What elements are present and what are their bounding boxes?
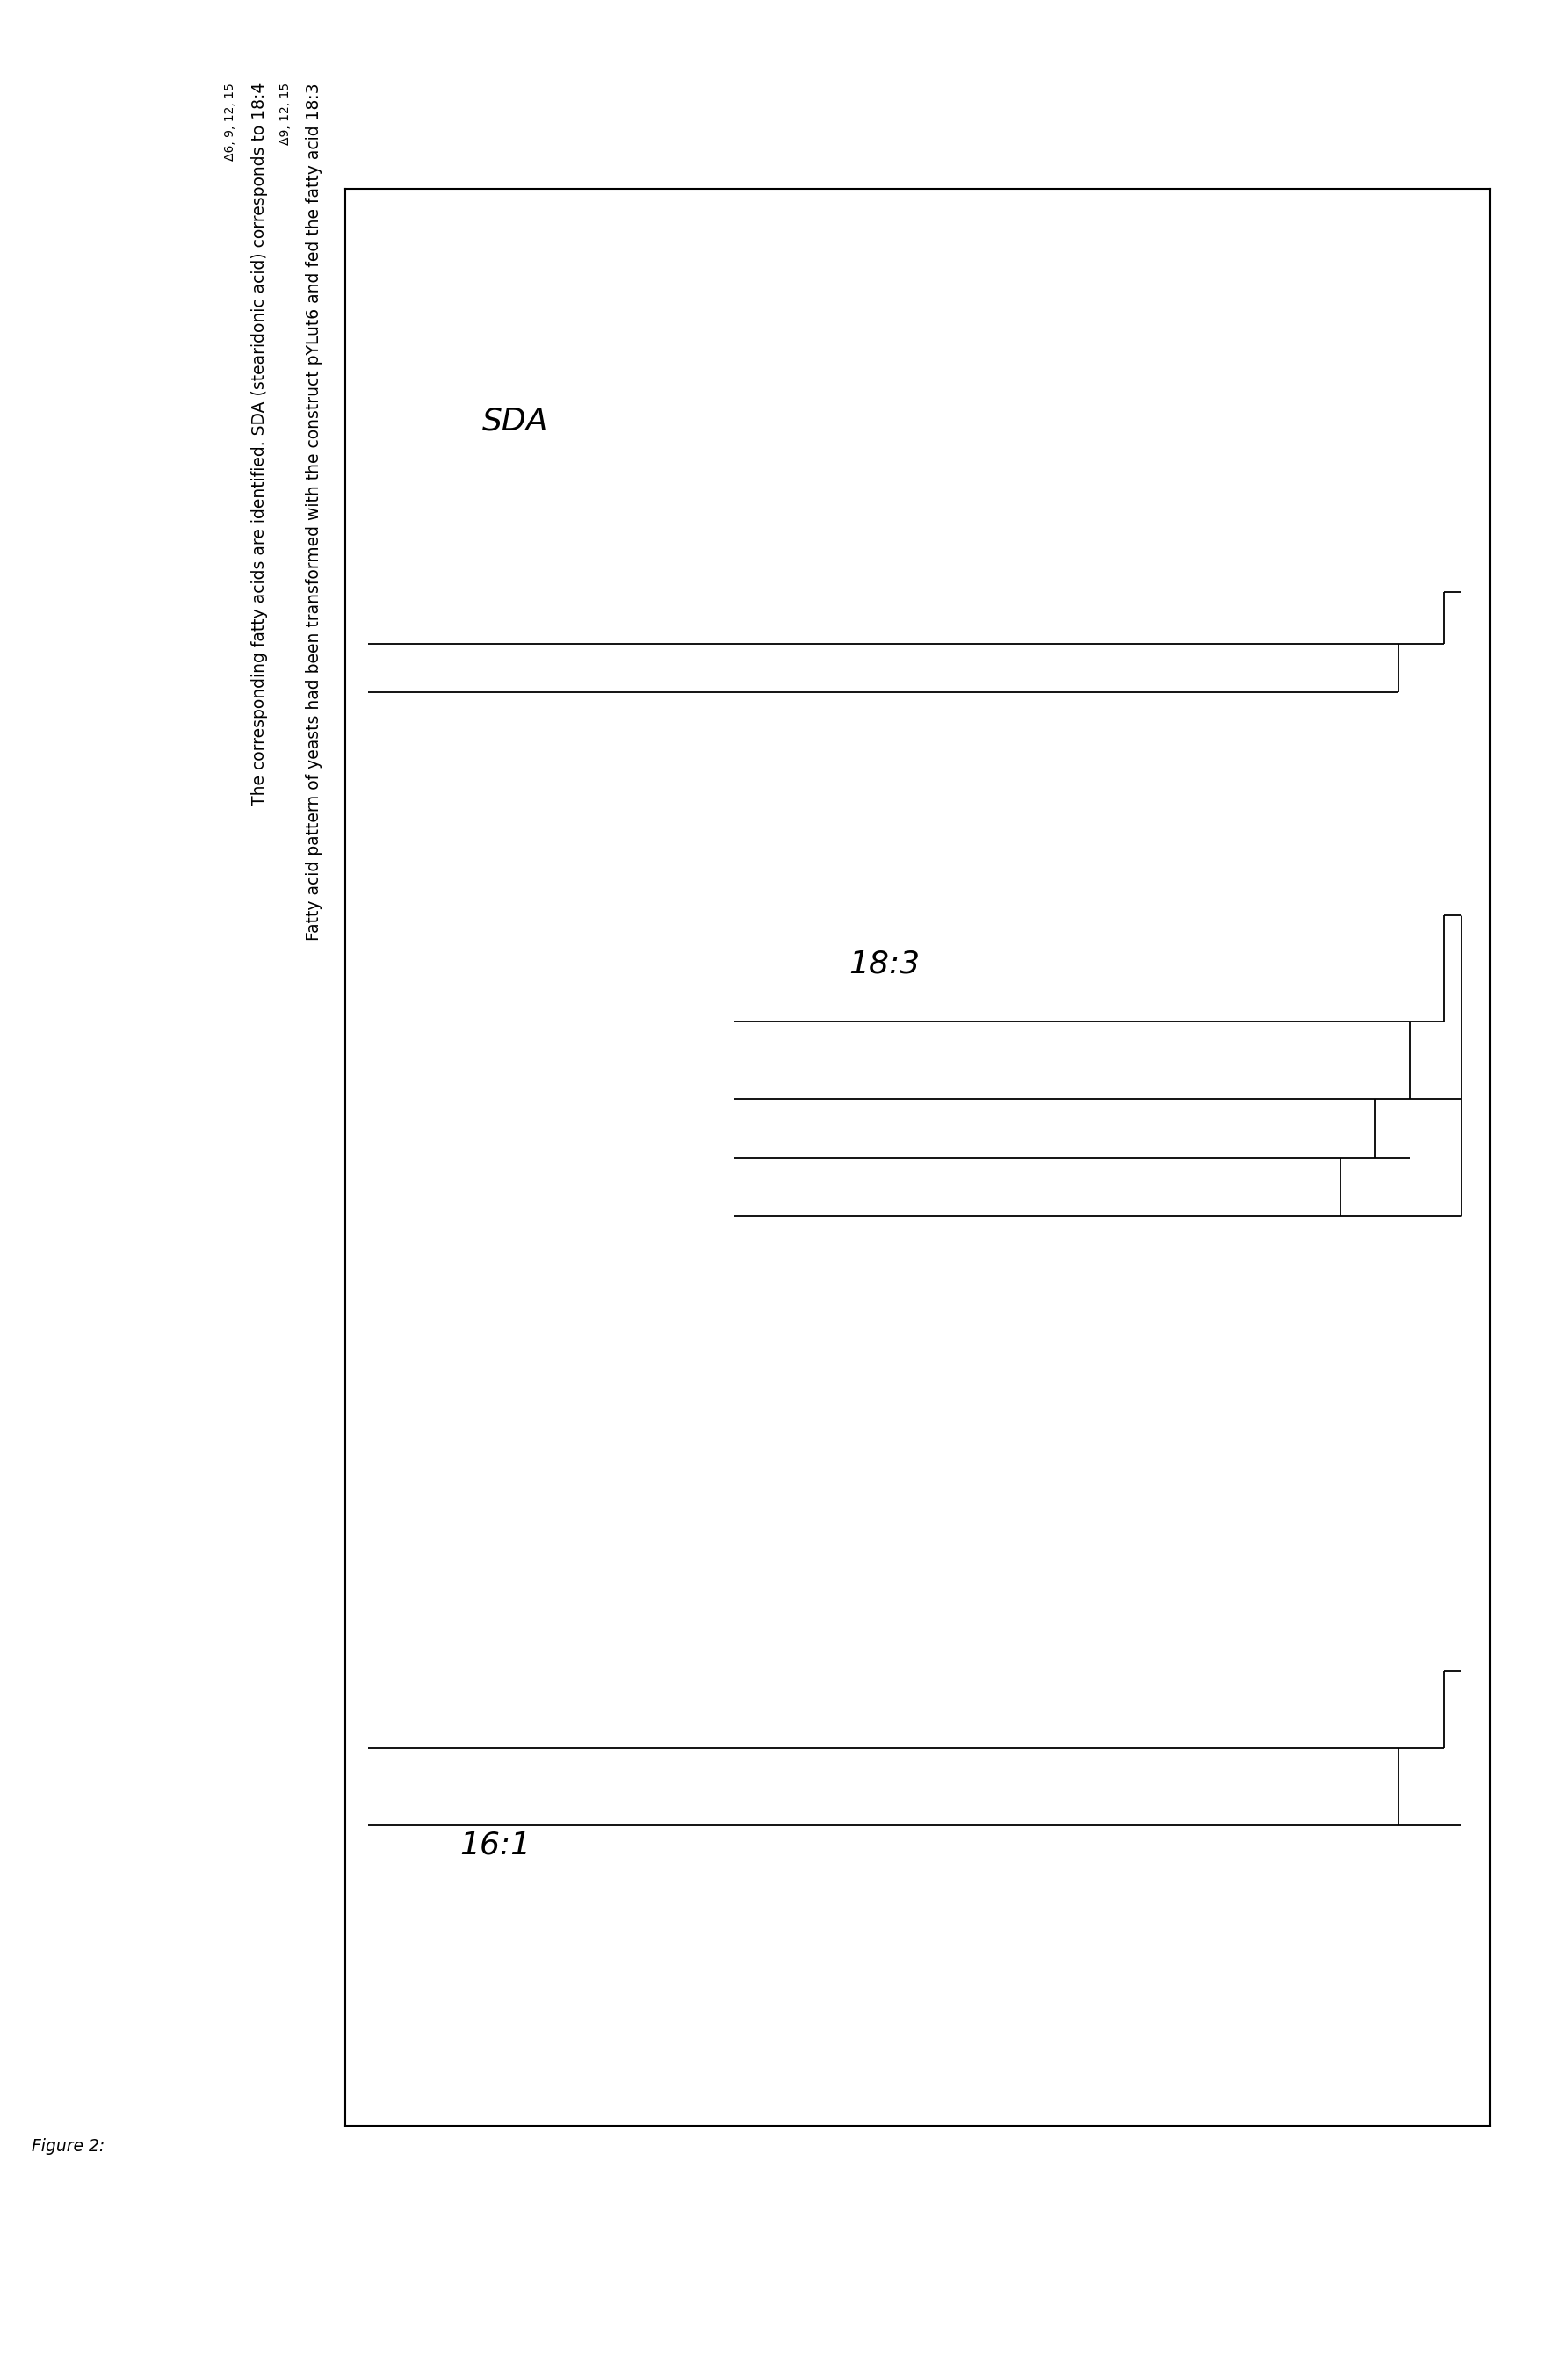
Text: 16:1: 16:1 (459, 1831, 530, 1859)
Text: Fatty acid pattern of yeasts had been transformed with the construct pYLut6 and : Fatty acid pattern of yeasts had been tr… (306, 83, 323, 940)
Text: Δ6, 9, 12, 15: Δ6, 9, 12, 15 (224, 83, 237, 161)
Text: SDA: SDA (483, 406, 549, 437)
Text: Figure 2:: Figure 2: (31, 2138, 105, 2154)
Text: 18:3: 18:3 (848, 950, 920, 978)
Text: The corresponding fatty acids are identified. SDA (stearidonic acid) corresponds: The corresponding fatty acids are identi… (251, 83, 268, 805)
Text: Δ9, 12, 15: Δ9, 12, 15 (279, 83, 292, 144)
